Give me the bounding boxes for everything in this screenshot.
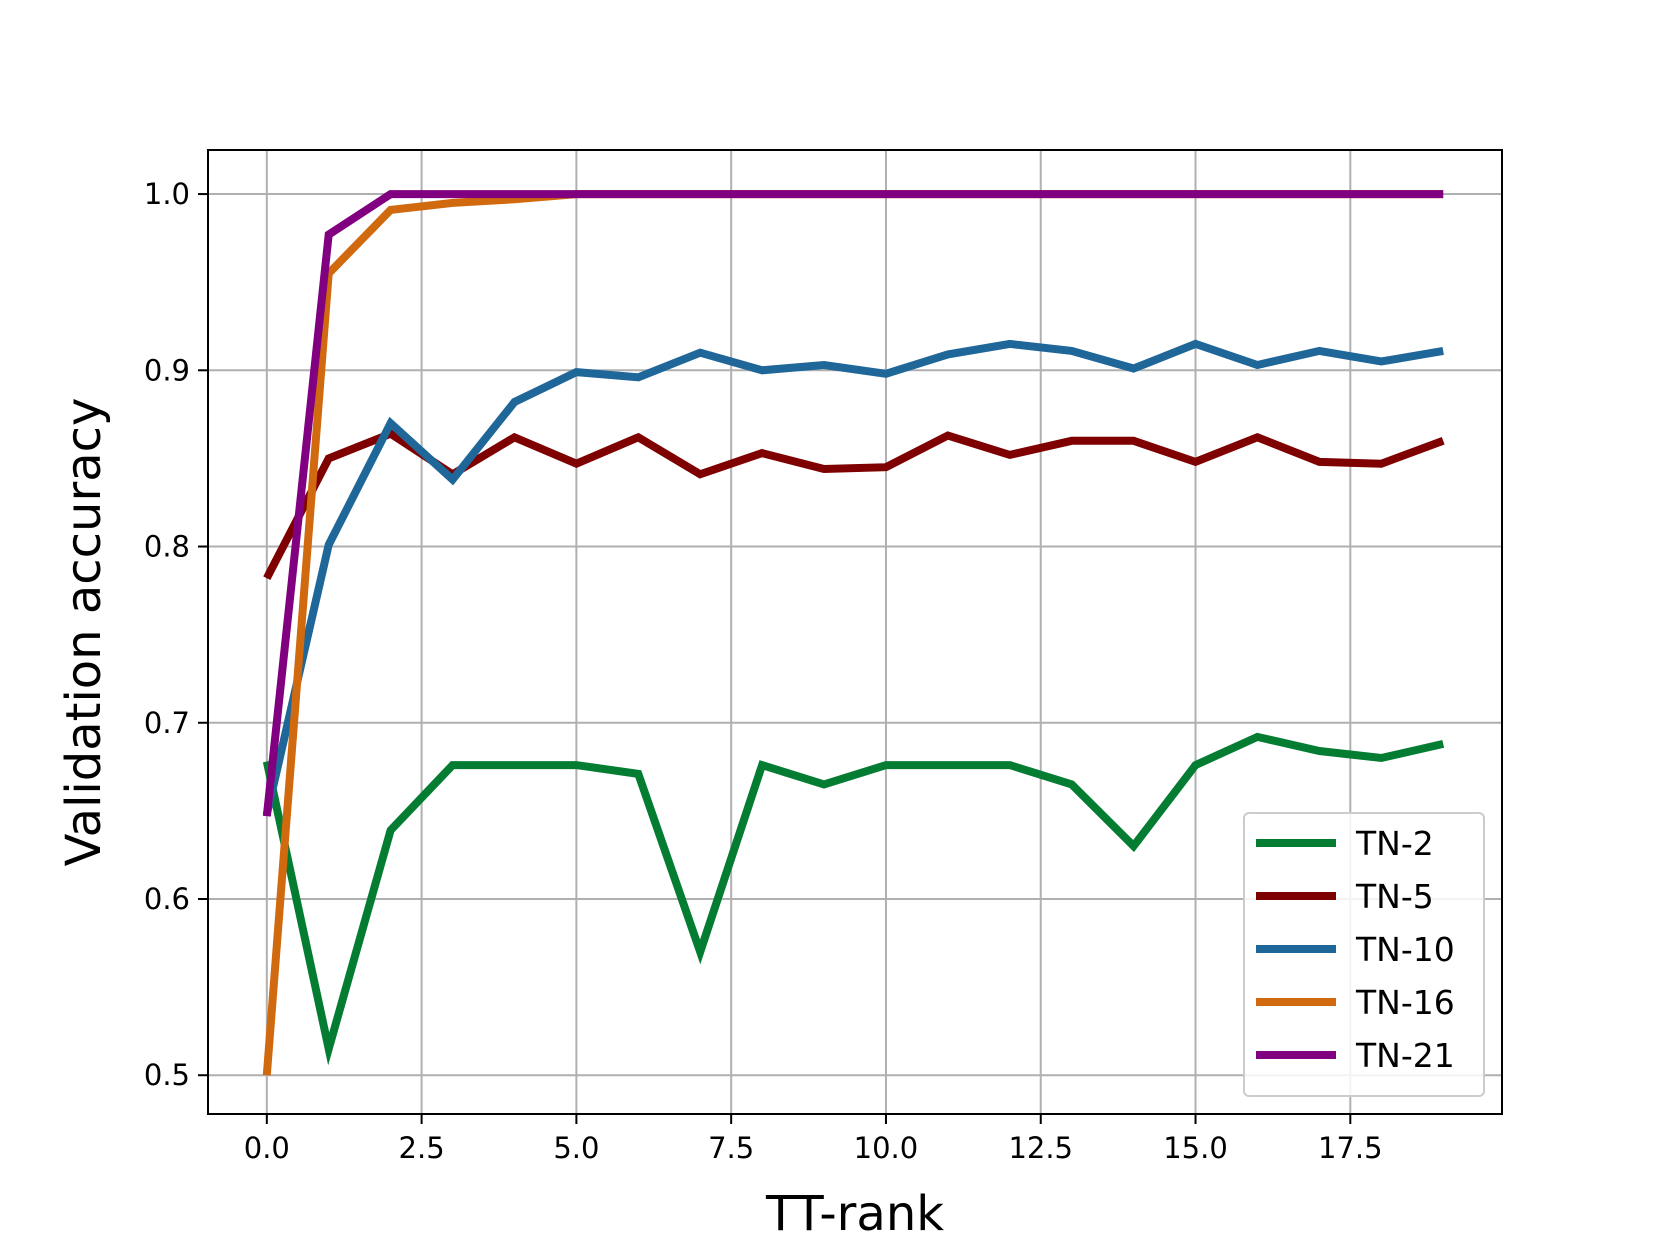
y-tick-label: 0.7 — [144, 706, 190, 740]
x-tick-label: 12.5 — [1008, 1131, 1073, 1165]
legend-label: TN-21 — [1355, 1036, 1455, 1075]
legend-label: TN-2 — [1355, 824, 1434, 863]
y-tick-label: 0.5 — [144, 1058, 190, 1092]
y-tick-label: 0.6 — [144, 882, 190, 916]
x-tick-label: 17.5 — [1318, 1131, 1383, 1165]
x-tick-label: 5.0 — [553, 1131, 599, 1165]
legend: TN-2 TN-5 TN-10 TN-16 TN-21 — [1243, 812, 1485, 1097]
series-line-tn-21 — [262, 190, 1444, 817]
plot-frame — [207, 149, 1503, 1115]
legend-label: TN-10 — [1355, 930, 1455, 969]
y-tick-label: 1.0 — [144, 177, 190, 211]
x-tick-label: 2.5 — [399, 1131, 445, 1165]
series-line-tn-2 — [262, 732, 1445, 1066]
y-tick-label: 0.8 — [144, 530, 190, 564]
y-axis-title: Validation accuracy — [56, 398, 112, 867]
x-tick-label: 15.0 — [1163, 1131, 1228, 1165]
x-axis-title: TT-rank — [765, 1186, 944, 1242]
axis-ticks: 0.0 2.5 5.0 7.5 10.0 12.5 15.0 17.5 0.5 0.6 0.7 0.8… — [144, 177, 1383, 1165]
x-tick-label: 10.0 — [854, 1131, 919, 1165]
legend-label: TN-5 — [1355, 877, 1434, 916]
y-tick-label: 0.9 — [144, 353, 190, 387]
legend-label: TN-16 — [1355, 983, 1455, 1022]
series-line-tn-10 — [262, 339, 1444, 816]
x-tick-label: 7.5 — [708, 1131, 754, 1165]
series-lines — [262, 190, 1445, 1076]
x-tick-label: 0.0 — [244, 1131, 290, 1165]
legend-box — [1243, 812, 1485, 1097]
